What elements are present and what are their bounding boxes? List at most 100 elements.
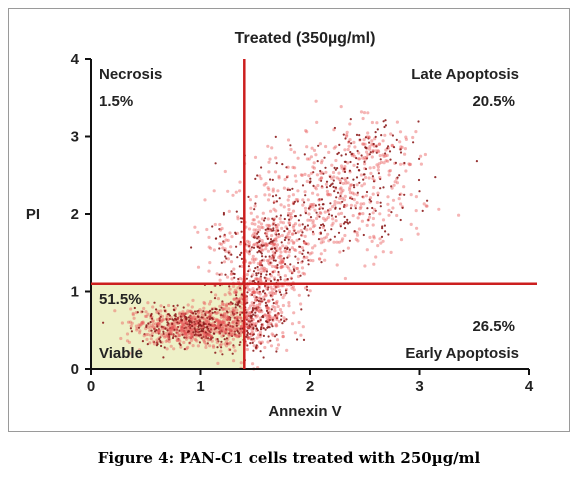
data-point xyxy=(202,327,205,331)
data-point xyxy=(317,238,321,241)
data-point xyxy=(209,337,212,340)
data-point xyxy=(220,340,223,343)
data-point xyxy=(239,325,243,329)
data-point xyxy=(257,235,260,238)
data-point xyxy=(389,158,392,161)
data-point xyxy=(164,327,167,330)
data-point xyxy=(178,329,181,332)
data-point xyxy=(251,293,254,296)
data-point xyxy=(130,330,133,333)
data-point xyxy=(321,223,325,226)
data-point xyxy=(146,301,150,305)
data-point xyxy=(255,272,258,275)
data-point xyxy=(377,142,382,146)
data-point xyxy=(252,290,256,294)
data-point xyxy=(267,313,271,317)
data-point xyxy=(328,207,332,211)
data-point xyxy=(248,288,252,292)
data-point xyxy=(224,307,228,312)
data-point xyxy=(221,332,225,337)
data-point xyxy=(181,323,185,327)
data-point xyxy=(289,147,293,152)
data-point xyxy=(208,325,213,330)
data-point xyxy=(239,319,243,324)
data-point xyxy=(348,188,352,192)
data-point xyxy=(305,255,309,259)
data-point xyxy=(179,345,183,349)
data-point xyxy=(193,320,196,323)
data-point xyxy=(194,338,198,342)
data-point xyxy=(335,196,338,199)
data-point xyxy=(211,324,215,328)
data-point xyxy=(387,213,391,217)
data-point xyxy=(235,322,238,325)
y-axis-label: PI xyxy=(26,206,40,223)
data-point xyxy=(386,195,390,199)
data-point xyxy=(261,244,264,248)
data-point xyxy=(269,228,272,231)
data-point xyxy=(191,335,194,338)
data-point xyxy=(266,340,270,344)
data-point xyxy=(275,215,278,218)
data-point xyxy=(269,285,273,289)
data-point xyxy=(207,302,212,306)
data-point xyxy=(175,318,178,321)
data-point xyxy=(180,331,184,335)
data-point xyxy=(214,293,218,297)
data-point xyxy=(248,320,251,323)
data-point xyxy=(231,309,235,313)
data-point xyxy=(218,327,222,331)
data-point xyxy=(130,321,134,325)
data-point xyxy=(240,251,243,254)
data-point xyxy=(300,233,304,237)
data-point xyxy=(226,238,230,242)
data-point xyxy=(260,272,263,276)
data-point xyxy=(162,332,165,336)
data-point xyxy=(144,333,148,337)
data-point xyxy=(381,153,385,157)
data-point xyxy=(398,193,401,196)
data-point xyxy=(271,195,275,198)
data-point xyxy=(409,193,413,197)
data-point xyxy=(257,272,260,275)
data-point xyxy=(190,317,194,321)
data-point xyxy=(299,214,302,217)
data-point xyxy=(219,320,224,324)
data-point xyxy=(231,320,235,324)
data-point xyxy=(372,165,376,170)
data-point xyxy=(361,212,365,216)
data-point xyxy=(272,269,276,273)
data-point xyxy=(370,139,374,143)
data-point xyxy=(266,217,270,221)
data-point xyxy=(204,331,207,334)
data-point xyxy=(315,211,318,214)
data-point xyxy=(273,265,277,269)
data-point xyxy=(278,308,283,312)
data-point xyxy=(229,272,233,276)
data-point xyxy=(318,211,322,215)
data-point xyxy=(168,335,171,338)
data-point xyxy=(270,308,273,311)
data-point xyxy=(375,163,379,167)
data-point xyxy=(324,144,328,149)
data-point xyxy=(222,240,226,244)
data-point xyxy=(382,186,385,189)
data-point xyxy=(203,340,207,345)
data-point xyxy=(296,338,299,341)
data-point xyxy=(341,237,345,241)
data-point xyxy=(202,321,205,324)
data-point xyxy=(274,314,277,317)
data-point xyxy=(372,150,375,153)
data-point xyxy=(311,246,315,250)
data-point xyxy=(305,145,309,149)
data-point xyxy=(208,318,211,321)
data-point xyxy=(383,125,386,129)
data-point xyxy=(269,238,273,241)
data-point xyxy=(287,250,291,254)
data-point xyxy=(279,265,283,269)
data-point xyxy=(171,326,174,329)
data-point xyxy=(258,310,262,314)
data-point xyxy=(274,322,278,326)
data-point xyxy=(247,261,252,265)
